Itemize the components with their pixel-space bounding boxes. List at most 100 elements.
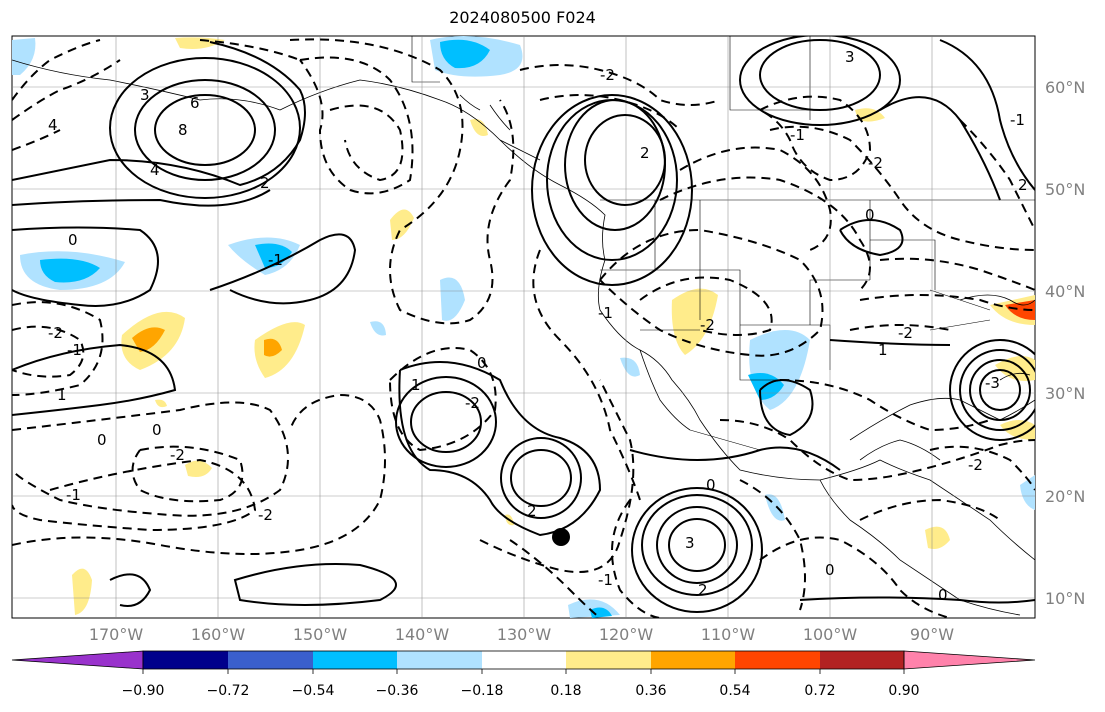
contour-label: -1 <box>790 126 805 144</box>
shade-yellow <box>175 37 225 49</box>
contour-label: -1 <box>268 251 283 269</box>
colorbar-segment <box>651 651 735 669</box>
lat-label: 10°N <box>1045 589 1086 608</box>
shade-blue-light <box>1020 475 1035 510</box>
lon-label: 170°W <box>88 625 144 644</box>
contour-label: 3 <box>685 534 695 552</box>
contour-label: 2 <box>527 502 537 520</box>
dashed-contours <box>12 38 1035 618</box>
solid-contours <box>12 36 1035 613</box>
contour-label: -2 <box>465 394 480 412</box>
contour-label: 1 <box>411 376 421 394</box>
colorbar-tick-label: 0.18 <box>550 683 582 699</box>
shaded-anomalies <box>12 36 1035 618</box>
contour-label: 0 <box>865 206 875 224</box>
colorbar-tick-label: −0.54 <box>291 683 335 699</box>
colorbar-frame <box>142 650 905 670</box>
contour-label: 0 <box>477 354 487 372</box>
storm-center-marker <box>552 528 570 546</box>
colorbar-tick-label: −0.72 <box>206 683 250 699</box>
contour-label: 4 <box>150 161 160 179</box>
shade-blue-light <box>370 321 386 336</box>
contour-label: 0 <box>152 421 162 439</box>
lon-label: 150°W <box>292 625 348 644</box>
lat-label: 40°N <box>1045 282 1086 301</box>
contour-label: 4 <box>48 116 58 134</box>
shade-blue-light <box>12 38 36 75</box>
contour-label: 3 <box>845 48 855 66</box>
colorbar-segment <box>903 650 1036 670</box>
shade-yellow <box>925 526 950 549</box>
lon-label: 100°W <box>802 625 858 644</box>
contour-label: -1 <box>598 571 613 589</box>
shade-orange <box>264 338 282 357</box>
contour-label: -2 <box>700 316 715 334</box>
shade-yellow <box>470 119 488 136</box>
contour-label: -2 <box>898 324 913 342</box>
lat-label: 30°N <box>1045 384 1086 403</box>
colorbar-segment <box>482 651 566 669</box>
contour-label: -1 <box>67 341 82 359</box>
contour-label: 0 <box>97 431 107 449</box>
colorbar-segment <box>566 651 651 669</box>
shade-orange <box>132 327 165 352</box>
shade-blue <box>255 243 292 268</box>
lon-label: 140°W <box>394 625 450 644</box>
colorbar-segment <box>397 651 482 669</box>
shade-yellow <box>72 568 92 615</box>
contour-label: 0 <box>68 231 78 249</box>
lat-label: 60°N <box>1045 78 1086 97</box>
map-title: 2024080500 F024 <box>449 8 596 27</box>
contour-label: 6 <box>190 94 200 112</box>
shade-blue <box>440 39 490 69</box>
contour-label: 8 <box>178 121 188 139</box>
lon-label: 90°W <box>909 625 955 644</box>
lon-label: 130°W <box>496 625 552 644</box>
contour-label: 2 <box>698 581 708 599</box>
colorbar-tick-label: −0.36 <box>375 683 419 699</box>
colorbar-tick-label: −0.90 <box>121 683 165 699</box>
contour-label: 3 <box>140 86 150 104</box>
shade-yellow <box>185 460 212 477</box>
contour-label: 0 <box>825 561 835 579</box>
colorbar-segment <box>228 651 313 669</box>
contour-label: 0 <box>706 476 716 494</box>
lon-label: 120°W <box>598 625 654 644</box>
contour-label: 0 <box>938 586 948 604</box>
contour-label: -1 <box>1010 111 1025 129</box>
shade-yellow <box>390 209 414 240</box>
colorbar-tick-label: 0.90 <box>888 683 920 699</box>
contour-labels: 4 6 8 2 3 4 -1 0 -2 1 0 -1 -2 -2 0 -1 -2… <box>48 48 1028 604</box>
contour-label: -1 <box>598 304 613 322</box>
lon-label: 160°W <box>190 625 246 644</box>
lon-label: 110°W <box>700 625 756 644</box>
contour-label: -2 <box>968 456 983 474</box>
contour-label: -2 <box>48 324 63 342</box>
colorbar-tick-label: 0.36 <box>635 683 667 699</box>
shade-yellow <box>155 399 167 408</box>
shade-blue-light <box>440 277 465 321</box>
contour-label: 2 <box>640 144 650 162</box>
contour-label: -2 <box>600 66 615 84</box>
colorbar-segment <box>143 651 228 669</box>
colorbar-segment <box>313 651 397 669</box>
colorbar <box>11 650 1036 674</box>
contour-label: -2 <box>258 506 273 524</box>
lat-label: 20°N <box>1045 487 1086 506</box>
contour-label: 1 <box>878 341 888 359</box>
contour-label: -2 <box>170 446 185 464</box>
lat-label: 50°N <box>1045 180 1086 199</box>
shade-orange <box>1005 300 1035 320</box>
shade-blue <box>40 258 100 283</box>
colorbar-tick-label: −0.18 <box>460 683 504 699</box>
contour-label: 2 <box>260 174 270 192</box>
contour-label: -2 <box>868 154 883 172</box>
contour-label: 1 <box>57 386 67 404</box>
shade-yellow <box>671 288 718 355</box>
colorbar-segment <box>820 651 904 669</box>
colorbar-tick-label: 0.54 <box>719 683 751 699</box>
shade-yellow <box>1000 420 1035 440</box>
contour-label: -3 <box>985 374 1000 392</box>
colorbar-tick-label: 0.72 <box>804 683 836 699</box>
